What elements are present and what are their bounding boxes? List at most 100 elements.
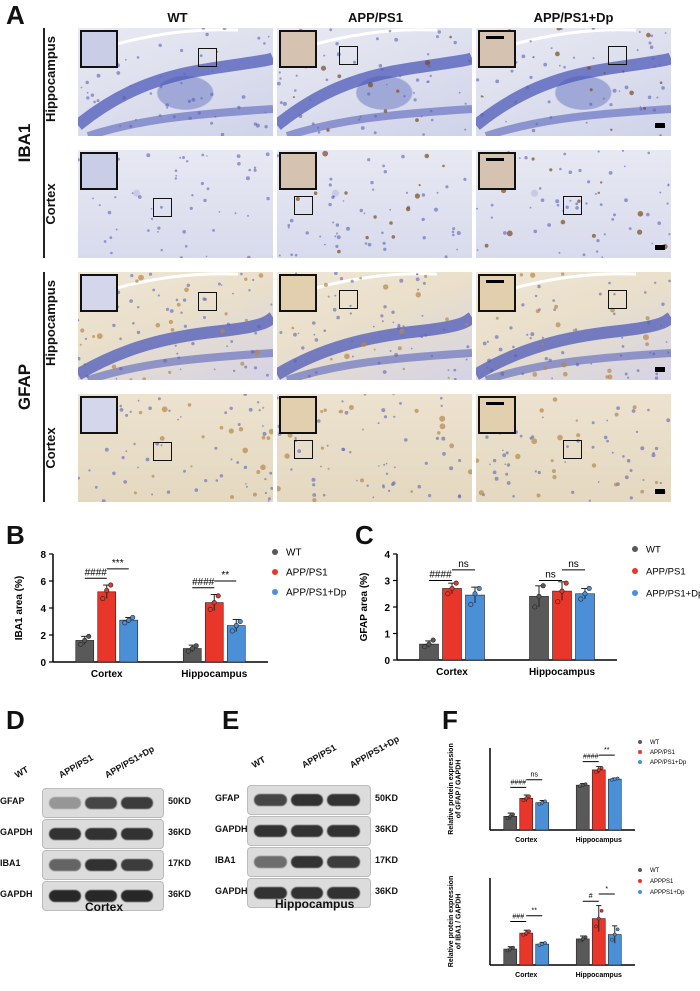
data-point: [422, 644, 428, 650]
data-point: [563, 580, 569, 586]
legend-marker: [638, 760, 642, 764]
column-header-app-ps1-dp: APP/PS1+Dp: [533, 10, 614, 25]
data-point: [543, 941, 547, 945]
magnified-inset: [279, 30, 317, 68]
category-label: Cortex: [515, 972, 537, 979]
data-point: [229, 628, 235, 634]
significance-label: ####: [429, 570, 452, 581]
protein-band: [49, 796, 81, 810]
group-bracket-line: [43, 28, 45, 258]
panel-e-letter: E: [222, 705, 240, 735]
legend-label: APP/PS1: [286, 568, 328, 579]
micrograph-gfap-cortex-2: [476, 394, 671, 502]
region-of-interest-box: [608, 290, 627, 309]
data-point: [543, 799, 547, 804]
legend-marker: [272, 589, 278, 595]
data-point: [540, 583, 546, 589]
legend-label: WT: [646, 544, 661, 555]
magnified-inset: [80, 30, 118, 68]
protein-band: [49, 858, 81, 872]
data-point: [445, 591, 451, 597]
protein-band: [290, 855, 324, 869]
region-of-interest-box: [563, 440, 582, 459]
data-point: [233, 623, 239, 629]
data-point: [108, 582, 114, 588]
y-tick-label: 0: [384, 656, 390, 667]
band-label: GFAP: [215, 793, 240, 803]
data-point: [430, 637, 436, 643]
legend-marker: [272, 569, 278, 575]
region-of-interest-box: [339, 290, 358, 309]
data-point: [237, 619, 243, 625]
protein-band: [49, 889, 81, 903]
legend-label: WT: [286, 548, 302, 559]
molecular-weight-label: 50KD: [375, 793, 399, 803]
band-label: GFAP: [0, 796, 25, 806]
significance-label: ####: [192, 577, 215, 588]
lane-label: APP/PS1+Dp: [103, 743, 156, 780]
significance-label: #: [589, 893, 593, 900]
protein-band: [85, 889, 117, 903]
legend-label: APP/PS1+Dp: [286, 588, 347, 599]
significance-label: ns: [531, 772, 539, 779]
significance-label: *: [605, 886, 608, 893]
micrograph-iba1-cortex-1: [277, 150, 472, 258]
gfap-area-chart: 0 1 2 3 4 GFAP area (%) Cortex Hippocampus #### n…: [359, 544, 700, 678]
category-label: Cortex: [515, 837, 537, 844]
bar: [575, 938, 590, 966]
legend-label: APP/PS1: [646, 566, 686, 577]
blot-strip: [42, 881, 164, 911]
region-label-cortex: Cortex: [43, 183, 58, 225]
category-label: Cortex: [91, 669, 123, 680]
protein-band: [121, 827, 153, 841]
blot-strip: [247, 847, 371, 877]
bar: [503, 948, 518, 966]
magnified-inset: [279, 274, 317, 312]
category-label: Hippocampus: [529, 667, 596, 678]
data-point: [583, 782, 588, 787]
significance-label: ns: [568, 559, 579, 570]
data-point: [449, 585, 455, 591]
significance-label: ns: [458, 559, 469, 570]
magnified-inset: [80, 274, 118, 312]
protein-band: [121, 796, 153, 810]
significance-label: ***: [112, 558, 124, 569]
y-tick-label: 4: [40, 604, 46, 615]
panel-d-letter: D: [6, 705, 25, 735]
scale-bar: [655, 367, 665, 372]
y-tick-label: 2: [384, 603, 390, 614]
panel-c-letter: C: [355, 520, 374, 550]
data-point: [100, 596, 106, 602]
data-point: [185, 648, 191, 654]
significance-label: ####: [85, 567, 108, 578]
bar: [535, 802, 550, 831]
legend-label: APP/PS1+Dp: [646, 588, 700, 599]
panel-f-letter: F: [442, 705, 458, 735]
iba1-area-chart: 0 2 4 6 8 IBA1 area (%) Cortex Hippocampus #### *…: [14, 548, 347, 681]
region-label-cortex: Cortex: [43, 427, 58, 469]
molecular-weight-label: 17KD: [168, 858, 192, 868]
protein-band: [290, 886, 324, 900]
data-point: [505, 816, 510, 821]
data-point: [599, 908, 604, 913]
protein-band: [290, 793, 324, 807]
scale-bar: [655, 245, 665, 250]
band-label: GAPDH: [215, 886, 248, 896]
hippocampus-caption: Hippocampus: [275, 897, 355, 911]
micrograph-iba1-hippocampus-2: [476, 28, 671, 136]
iba1-protein-chart: Relative protein expression of IBA1 / GAP…: [448, 868, 685, 979]
region-of-interest-box: [153, 198, 172, 217]
data-point: [594, 924, 598, 929]
data-point: [524, 796, 529, 801]
data-point: [468, 601, 474, 607]
data-point: [594, 769, 598, 774]
protein-band: [327, 886, 360, 900]
region-of-interest-box: [563, 196, 582, 215]
molecular-weight-label: 36KD: [168, 889, 192, 899]
protein-band: [85, 827, 117, 841]
region-of-interest-box: [153, 442, 172, 461]
lane-label: APP/PS1+Dp: [348, 733, 401, 770]
y-axis-label: GFAP area (%): [359, 573, 370, 642]
gfap-protein-chart: Relative protein expression of GFAP / GAP…: [448, 740, 687, 844]
lane-label: WT: [250, 754, 268, 770]
